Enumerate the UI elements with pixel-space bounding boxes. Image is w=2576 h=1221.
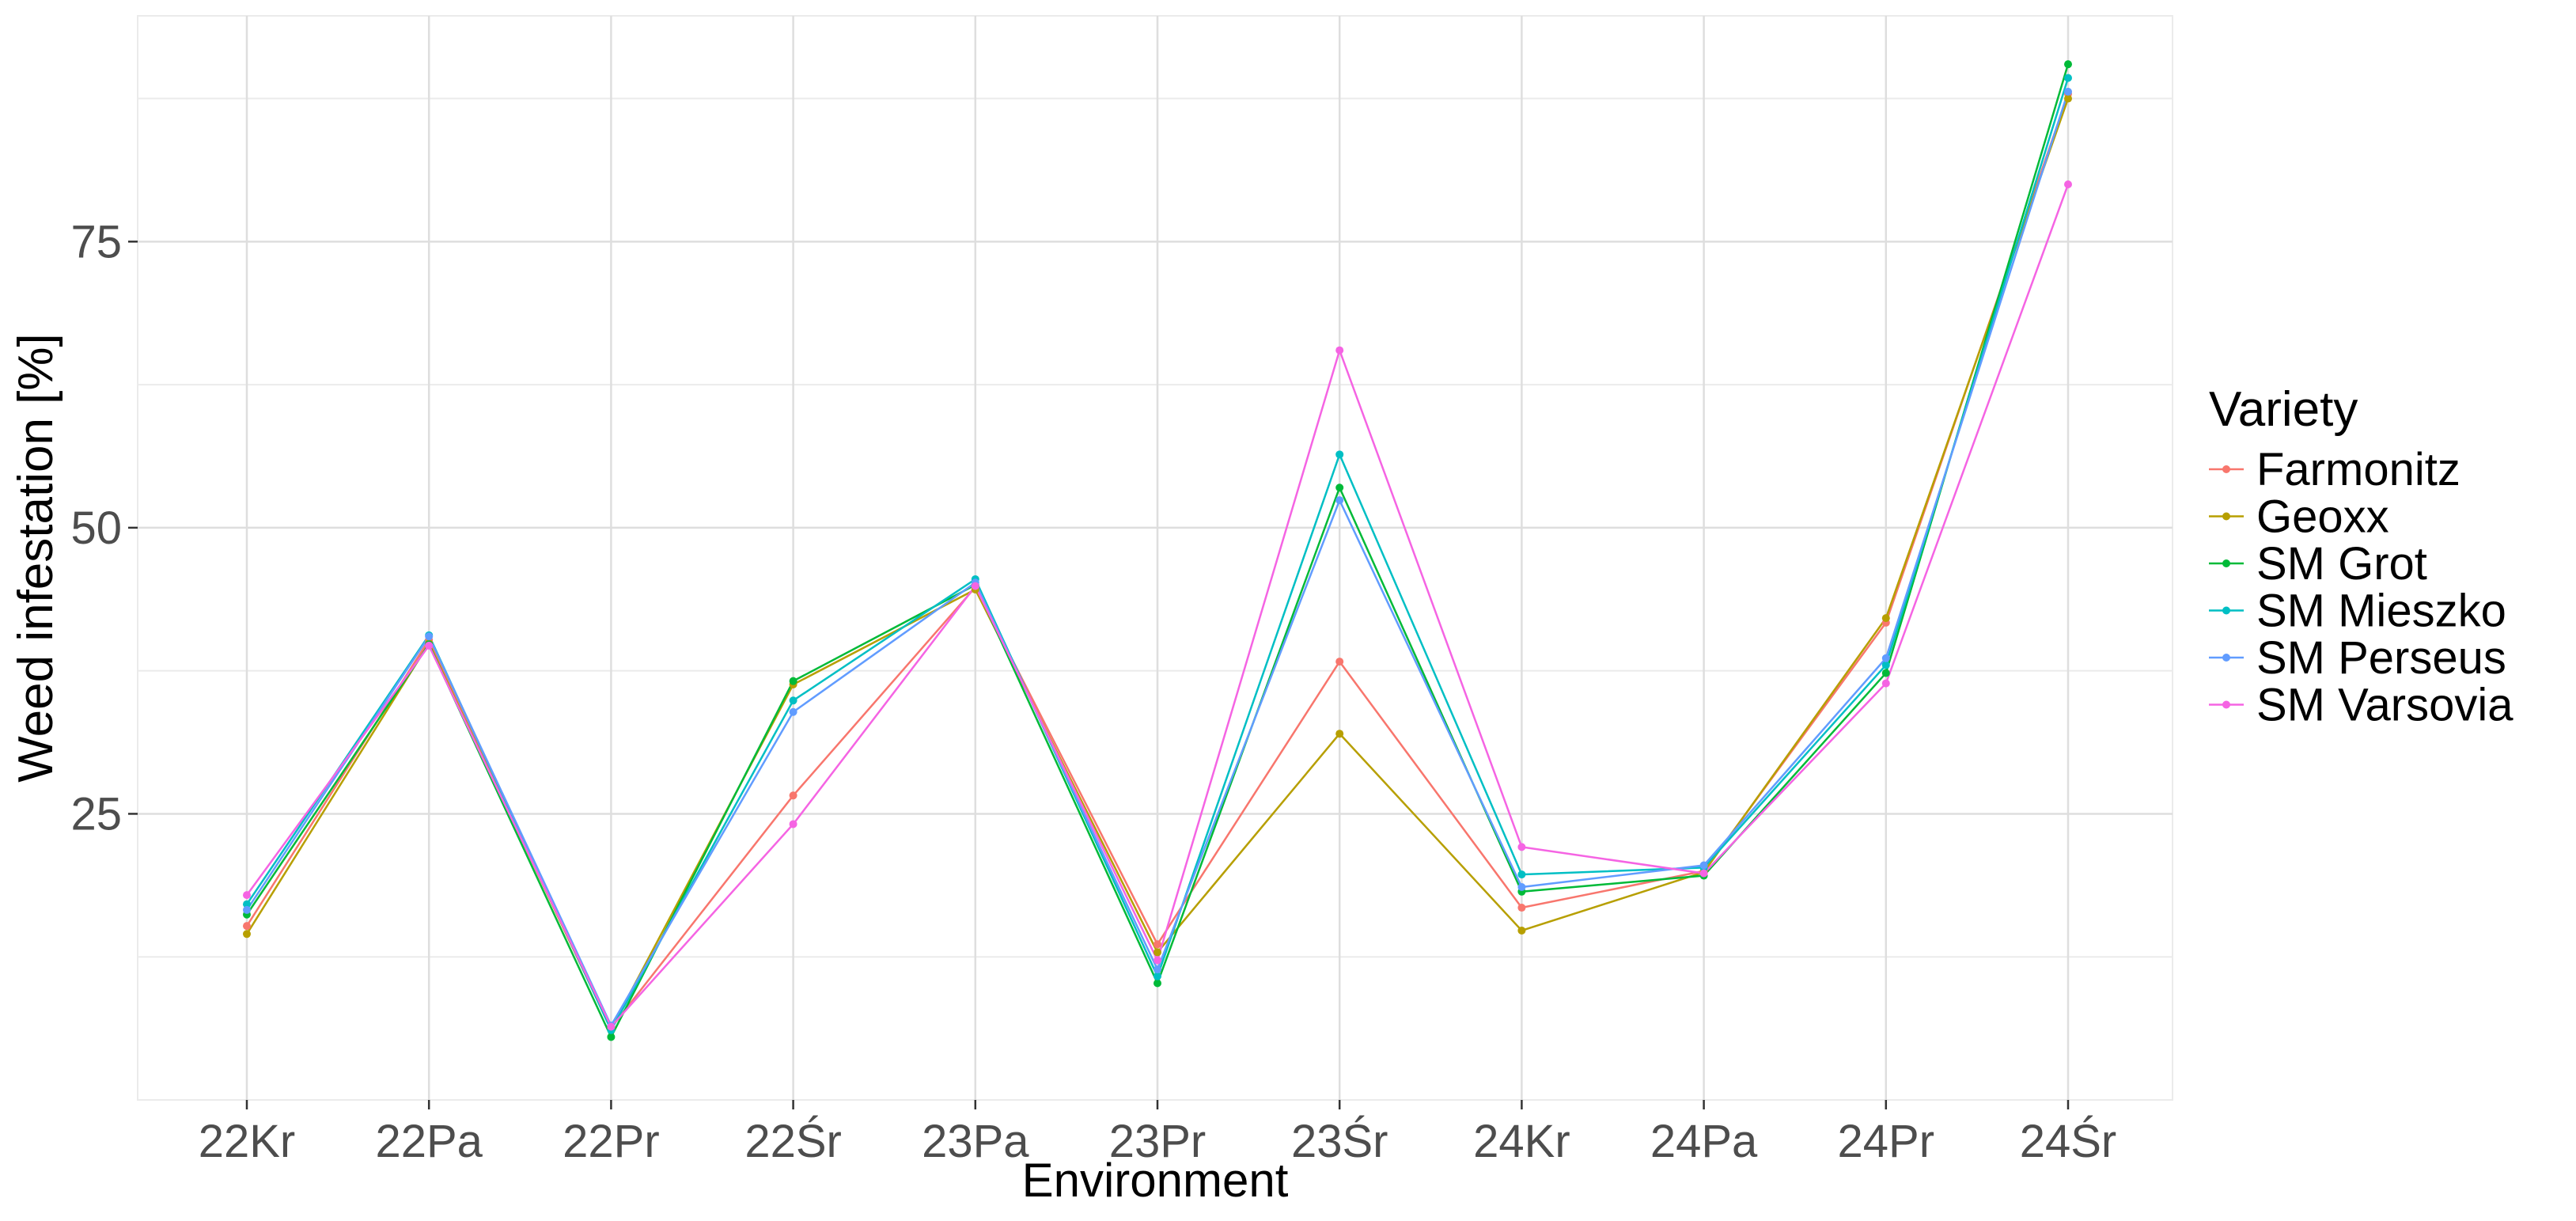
data-point (1335, 346, 1344, 355)
legend-title: Variety (2209, 382, 2358, 437)
series-points (243, 60, 2072, 1041)
panel-background (137, 15, 2173, 1101)
x-tick-label: 23Śr (1291, 1116, 1388, 1167)
y-tick-label: 50 (70, 502, 122, 554)
data-point (1517, 843, 1526, 851)
x-tick-label: 24Śr (2020, 1116, 2117, 1167)
data-point (425, 632, 434, 641)
data-point (1335, 496, 1344, 505)
legend-key-point (2222, 512, 2230, 521)
data-point (1699, 869, 1708, 878)
legend-label: SM Grot (2256, 538, 2427, 590)
data-point (2064, 74, 2072, 82)
data-point (1154, 940, 1161, 949)
data-point (1335, 483, 1344, 492)
data-point (1335, 450, 1344, 459)
data-point (1881, 661, 1890, 669)
x-tick-label: 23Pr (1109, 1116, 1207, 1167)
data-point (2064, 94, 2072, 103)
x-tick-label: 23Pa (922, 1116, 1029, 1167)
y-tick-label: 75 (70, 216, 122, 267)
data-point (2064, 180, 2072, 189)
data-point (789, 696, 797, 705)
data-point (243, 891, 251, 900)
x-tick-label: 24Pr (1838, 1116, 1935, 1167)
data-point (1517, 870, 1526, 879)
legend-key-point (2222, 606, 2230, 615)
x-tick-label: 24Pa (1650, 1116, 1758, 1167)
data-point (1154, 965, 1161, 974)
x-tick-label: 24Kr (1473, 1116, 1570, 1167)
legend-label: SM Perseus (2256, 632, 2506, 684)
legend-label: Geoxx (2256, 491, 2389, 543)
x-axis-ticks: 22Kr 22Pa 22Pr 22Śr 23Pa 23Pr 23Śr 24Kr 24Pa 24Pr… (199, 1100, 2117, 1167)
data-point (243, 900, 251, 908)
data-point (2064, 60, 2072, 69)
data-point (2064, 87, 2072, 96)
data-point (1881, 669, 1890, 677)
data-point (243, 905, 251, 914)
data-point (607, 1022, 616, 1031)
data-point (1335, 658, 1344, 666)
data-point (1517, 926, 1526, 935)
data-point (1881, 654, 1890, 662)
data-point (1154, 979, 1161, 988)
grid-lines (138, 16, 2173, 1100)
data-point (1154, 948, 1161, 957)
data-point (607, 1033, 616, 1041)
x-tick-label: 22Śr (744, 1116, 842, 1167)
data-point (425, 641, 434, 650)
data-point (1699, 861, 1708, 870)
data-point (1517, 883, 1526, 891)
legend-key-point (2222, 559, 2230, 567)
data-point (1154, 972, 1161, 980)
data-point (1881, 679, 1890, 688)
data-point (789, 677, 797, 685)
legend-label: SM Varsovia (2256, 680, 2513, 731)
legend-key-point (2222, 654, 2230, 662)
data-point (243, 922, 251, 931)
data-point (789, 820, 797, 829)
data-point (1881, 614, 1890, 623)
data-point (1154, 956, 1161, 965)
x-tick-label: 22Pa (375, 1116, 483, 1167)
x-tick-label: 22Pr (563, 1116, 660, 1167)
x-tick-label: 22Kr (199, 1116, 296, 1167)
data-point (1517, 904, 1526, 912)
data-point (243, 930, 251, 939)
data-point (789, 707, 797, 716)
legend-label: Farmonitz (2256, 444, 2460, 495)
legend-key-point (2222, 700, 2230, 709)
legend-key-point (2222, 465, 2230, 473)
x-axis-title: Environment (1022, 1154, 1289, 1207)
data-point (1335, 730, 1344, 738)
y-axis-ticks: 25 50 75 (70, 216, 138, 840)
data-point (789, 791, 797, 800)
legend-label: SM Mieszko (2256, 586, 2506, 637)
y-axis-title: Weed infestation [%] (9, 333, 63, 783)
data-point (971, 582, 979, 590)
y-tick-label: 25 (70, 788, 122, 840)
